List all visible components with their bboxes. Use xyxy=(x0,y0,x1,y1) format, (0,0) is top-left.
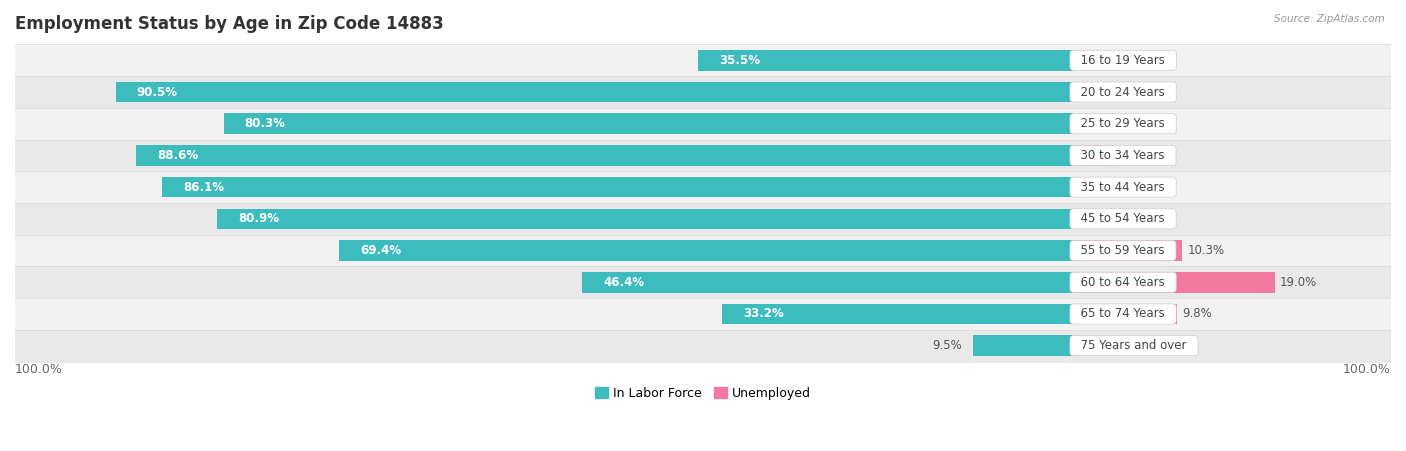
Bar xyxy=(1073,50,1116,71)
Bar xyxy=(135,145,1073,166)
Bar xyxy=(15,171,1391,203)
Bar xyxy=(15,298,1391,330)
Text: 46.4%: 46.4% xyxy=(603,276,644,289)
Text: 45 to 54 Years: 45 to 54 Years xyxy=(1073,212,1173,226)
Text: 16 to 19 Years: 16 to 19 Years xyxy=(1073,54,1173,67)
Text: 69.4%: 69.4% xyxy=(360,244,401,257)
Text: 30 to 34 Years: 30 to 34 Years xyxy=(1073,149,1173,162)
Bar xyxy=(1073,272,1275,293)
Text: 0.0%: 0.0% xyxy=(1121,54,1150,67)
Bar xyxy=(15,235,1391,267)
Bar xyxy=(15,267,1391,298)
Text: 35 to 44 Years: 35 to 44 Years xyxy=(1073,181,1173,193)
Bar xyxy=(1073,145,1115,166)
Text: 0.0%: 0.0% xyxy=(1121,117,1150,130)
Bar xyxy=(1073,336,1116,356)
Bar xyxy=(15,330,1391,362)
Bar xyxy=(15,140,1391,171)
Bar xyxy=(582,272,1073,293)
Text: 0.0%: 0.0% xyxy=(1121,212,1150,226)
Bar xyxy=(1073,177,1091,198)
Bar xyxy=(1073,208,1116,229)
Bar xyxy=(15,203,1391,235)
Text: 35.5%: 35.5% xyxy=(718,54,759,67)
Bar xyxy=(723,304,1073,324)
Text: 20 to 24 Years: 20 to 24 Years xyxy=(1073,86,1173,98)
Text: 33.2%: 33.2% xyxy=(744,308,785,321)
Text: 2.8%: 2.8% xyxy=(1108,86,1137,98)
Text: 10.3%: 10.3% xyxy=(1188,244,1225,257)
Bar xyxy=(115,82,1073,102)
Bar xyxy=(15,108,1391,140)
Text: 9.8%: 9.8% xyxy=(1182,308,1212,321)
Bar xyxy=(217,208,1073,229)
Text: 80.9%: 80.9% xyxy=(239,212,280,226)
Bar xyxy=(15,45,1391,76)
Text: 9.5%: 9.5% xyxy=(932,339,962,352)
Bar xyxy=(697,50,1073,71)
Text: 86.1%: 86.1% xyxy=(183,181,225,193)
Bar xyxy=(1073,82,1104,102)
Text: 60 to 64 Years: 60 to 64 Years xyxy=(1073,276,1173,289)
Text: 3.9%: 3.9% xyxy=(1121,149,1150,162)
Text: 100.0%: 100.0% xyxy=(15,363,63,376)
Text: 1.7%: 1.7% xyxy=(1097,181,1126,193)
Bar xyxy=(1073,114,1116,134)
Text: 90.5%: 90.5% xyxy=(136,86,177,98)
Bar xyxy=(1073,304,1177,324)
Text: Source: ZipAtlas.com: Source: ZipAtlas.com xyxy=(1274,14,1385,23)
Bar xyxy=(15,76,1391,108)
Text: Employment Status by Age in Zip Code 14883: Employment Status by Age in Zip Code 148… xyxy=(15,15,444,33)
Bar xyxy=(224,114,1073,134)
Text: 0.0%: 0.0% xyxy=(1121,339,1150,352)
Text: 80.3%: 80.3% xyxy=(245,117,285,130)
Legend: In Labor Force, Unemployed: In Labor Force, Unemployed xyxy=(591,382,815,405)
Text: 25 to 29 Years: 25 to 29 Years xyxy=(1073,117,1173,130)
Bar xyxy=(339,240,1073,261)
Text: 65 to 74 Years: 65 to 74 Years xyxy=(1073,308,1173,321)
Text: 55 to 59 Years: 55 to 59 Years xyxy=(1073,244,1173,257)
Bar xyxy=(162,177,1073,198)
Bar xyxy=(1073,240,1182,261)
Text: 75 Years and over: 75 Years and over xyxy=(1073,339,1195,352)
Bar xyxy=(973,336,1073,356)
Text: 100.0%: 100.0% xyxy=(1343,363,1391,376)
Text: 19.0%: 19.0% xyxy=(1279,276,1317,289)
Text: 88.6%: 88.6% xyxy=(157,149,198,162)
